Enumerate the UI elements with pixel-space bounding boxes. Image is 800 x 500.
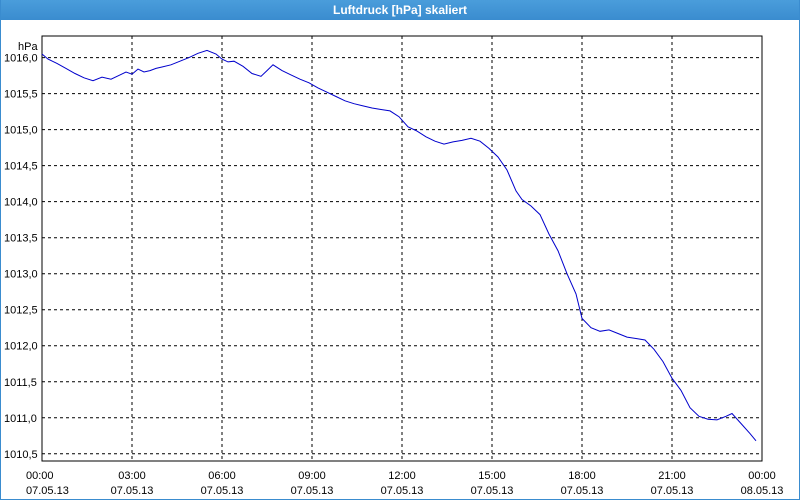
x-tick-time-label: 12:00	[388, 470, 416, 482]
y-axis-label: hPa	[18, 41, 38, 53]
y-tick-label: 1012,5	[4, 305, 38, 317]
y-tick-label: 1016,0	[4, 53, 38, 65]
x-tick-time-label: 03:00	[118, 470, 146, 482]
x-tick-date-label: 07.05.13	[111, 485, 154, 497]
y-tick-label: 1013,0	[4, 269, 38, 281]
y-tick-label: 1010,5	[4, 449, 38, 461]
y-tick-label: 1011,0	[4, 413, 37, 425]
y-tick-label: 1015,5	[4, 89, 38, 101]
x-tick-time-label: 00:00	[26, 470, 54, 482]
y-tick-label: 1015,0	[4, 125, 38, 137]
series-line-luftdruck	[41, 49, 757, 442]
x-tick-time-label: 09:00	[298, 470, 326, 482]
y-axis-ticks: 1010,5 1011,0 1011,5 1012,0 1012,5 1013,0 1013…	[4, 53, 38, 461]
x-tick-date-label: 07.05.13	[561, 485, 604, 497]
y-tick-label: 1012,0	[4, 341, 38, 353]
x-tick-date-label: 07.05.13	[26, 485, 69, 497]
x-tick-date-label: 07.05.13	[381, 485, 424, 497]
series-layer	[41, 49, 757, 442]
x-tick-time-label: 00:00	[748, 470, 776, 482]
y-tick-label: 1013,5	[4, 233, 38, 245]
grid-lines	[42, 36, 762, 461]
x-tick-time-label: 15:00	[478, 470, 506, 482]
x-axis-ticks: 00:00 07.05.13 03:00 07.05.13 06:00 07.05.13 0…	[26, 470, 783, 497]
plot-area	[41, 35, 763, 462]
y-tick-label: 1014,0	[4, 197, 38, 209]
x-tick-date-label: 07.05.13	[651, 485, 694, 497]
x-tick-time-label: 18:00	[568, 470, 596, 482]
x-tick-date-label: 08.05.13	[741, 485, 784, 497]
window-title: Luftdruck [hPa] skaliert	[1, 0, 799, 20]
y-tick-label: 1014,5	[4, 161, 38, 173]
y-tick-label: 1011,5	[4, 377, 37, 389]
x-tick-date-label: 07.05.13	[471, 485, 514, 497]
x-tick-date-label: 07.05.13	[291, 485, 334, 497]
x-tick-date-label: 07.05.13	[201, 485, 244, 497]
x-tick-time-label: 21:00	[658, 470, 686, 482]
x-tick-time-label: 06:00	[208, 470, 236, 482]
